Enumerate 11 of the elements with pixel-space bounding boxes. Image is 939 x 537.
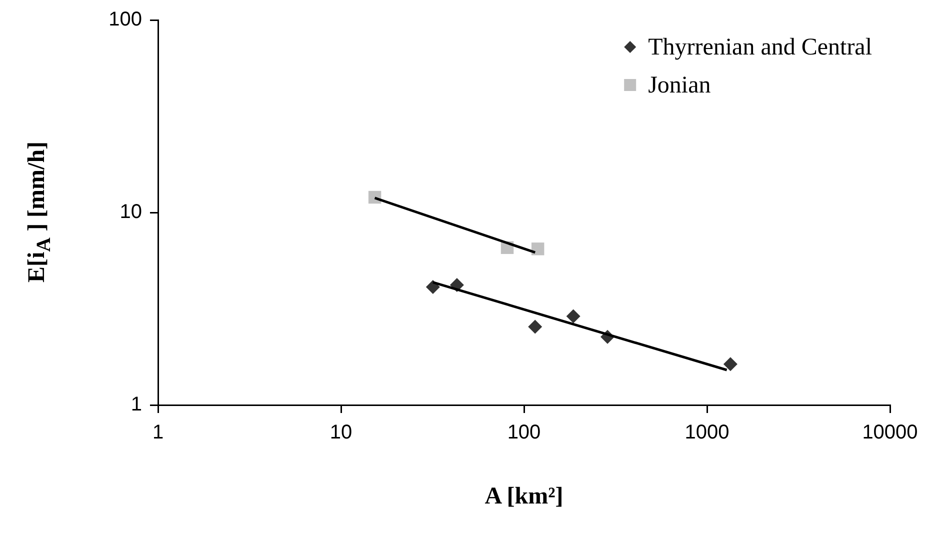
y-tick-label: 1: [130, 394, 142, 416]
x-tick-label: 100: [507, 422, 541, 444]
x-tick-label: 10000: [862, 422, 918, 444]
x-tick-label: 1000: [684, 422, 730, 444]
y-tick-label: 10: [120, 201, 142, 224]
x-axis-title: A [km²]: [484, 484, 564, 510]
legend-label: Jonian: [648, 72, 711, 98]
y-tick-label: 100: [108, 8, 142, 31]
legend-label: Thyrrenian and Central: [648, 34, 872, 60]
x-tick-label: 10: [330, 422, 352, 444]
x-tick-label: 1: [152, 422, 164, 444]
